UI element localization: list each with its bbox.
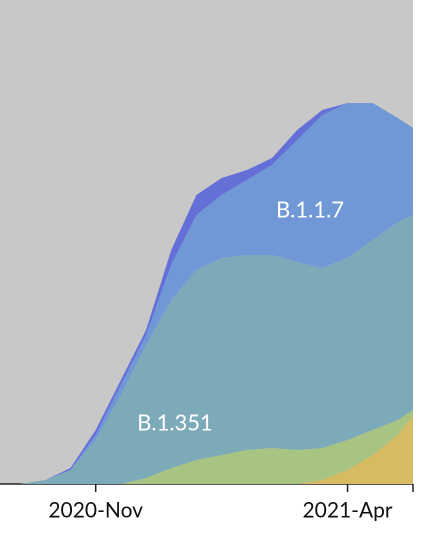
- area: [20, 415, 414, 484]
- series-label: B.1.1.7: [276, 196, 344, 223]
- series-label: B.1.351: [137, 409, 213, 436]
- area: [20, 410, 414, 484]
- area: [20, 103, 414, 484]
- area: [20, 103, 414, 484]
- x-tick-label: 2020-Nov: [48, 497, 143, 522]
- x-tick-label: 2021-Apr: [302, 497, 392, 522]
- area: [20, 215, 414, 484]
